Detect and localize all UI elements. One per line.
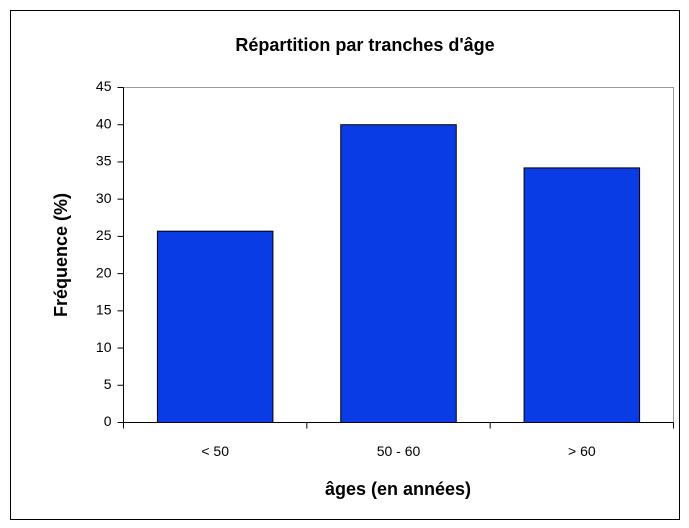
y-tick-label: 10: [96, 339, 112, 355]
y-tick-label: 5: [104, 376, 112, 392]
y-tick-label: 45: [96, 78, 112, 94]
y-tick-label: 40: [96, 115, 112, 131]
x-tick-label: < 50: [201, 443, 229, 459]
bar: [340, 124, 457, 423]
y-tick-label: 0: [104, 413, 112, 429]
y-tick-label: 15: [96, 302, 112, 318]
bar: [156, 230, 274, 423]
y-axis-label: Fréquence (%): [51, 193, 71, 317]
y-tick-label: 35: [96, 153, 112, 169]
x-axis-label: âges (en années): [325, 479, 471, 499]
y-tick-label: 25: [96, 227, 112, 243]
bar: [523, 167, 641, 423]
y-tick-label: 20: [96, 264, 112, 280]
x-tick-label: > 60: [568, 443, 596, 459]
x-tick-label: 50 - 60: [377, 443, 421, 459]
chart-title: Répartition par tranches d'âge: [235, 35, 494, 55]
y-tick-label: 30: [96, 190, 112, 206]
